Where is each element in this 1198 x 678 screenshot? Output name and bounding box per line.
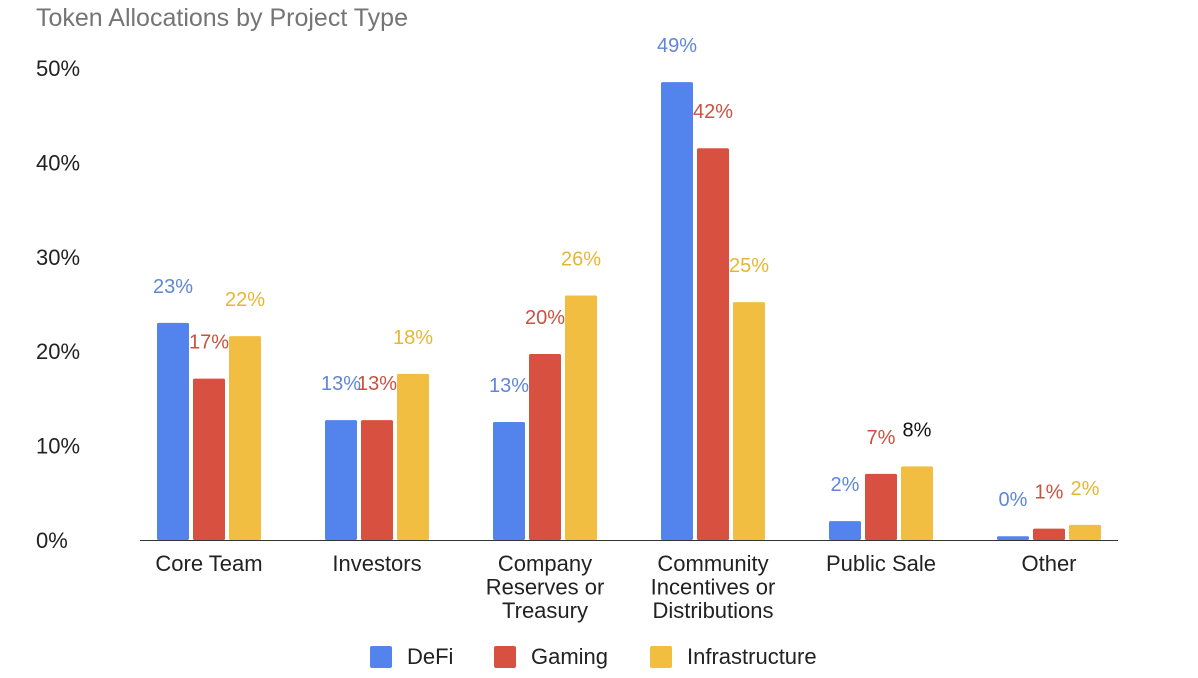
data-label: 17% <box>189 332 229 354</box>
x-tick-label: Distributions <box>652 598 773 623</box>
legend-item-gaming[interactable]: Gaming <box>494 644 608 670</box>
data-label: 22% <box>225 289 265 311</box>
x-tick-label: Community <box>657 551 768 576</box>
y-tick-label: 10% <box>36 434 80 459</box>
x-tick-label: Reserves or <box>486 575 605 600</box>
bar-gaming[interactable] <box>193 378 225 540</box>
y-tick-label: 30% <box>36 245 80 270</box>
bar-defi[interactable] <box>997 536 1029 540</box>
data-label: 13% <box>321 373 361 395</box>
legend-item-defi[interactable]: DeFi <box>370 644 453 670</box>
data-label: 13% <box>357 373 397 395</box>
chart-legend: DeFi Gaming Infrastructure <box>0 644 1198 676</box>
bar-defi[interactable] <box>493 422 525 540</box>
bar-gaming[interactable] <box>697 148 729 541</box>
data-label: 7% <box>867 427 896 449</box>
data-label: 13% <box>489 375 529 397</box>
x-tick-label: Treasury <box>502 598 588 623</box>
x-tick-label: Core Team <box>155 551 262 576</box>
data-label: 23% <box>153 276 193 298</box>
data-label: 25% <box>729 255 769 277</box>
y-tick-label: 50% <box>36 56 80 81</box>
legend-item-infrastructure[interactable]: Infrastructure <box>650 644 817 670</box>
x-tick-label: Other <box>1021 551 1076 576</box>
data-label: 2% <box>1071 478 1100 500</box>
data-label: 49% <box>657 35 697 57</box>
bar-gaming[interactable] <box>529 354 561 540</box>
bar-infrastructure[interactable] <box>901 466 933 540</box>
data-label: 18% <box>393 327 433 349</box>
y-tick-label: 0% <box>36 528 68 553</box>
data-label: 8% <box>903 419 932 441</box>
bar-infrastructure[interactable] <box>733 302 765 540</box>
chart-title: Token Allocations by Project Type <box>36 4 408 32</box>
bar-gaming[interactable] <box>1033 528 1065 540</box>
legend-swatch-gaming <box>494 646 516 668</box>
data-label: 26% <box>561 249 601 271</box>
bar-infrastructure[interactable] <box>565 295 597 540</box>
legend-label-defi: DeFi <box>407 644 454 669</box>
y-tick-label: 40% <box>36 150 80 175</box>
y-tick-label: 20% <box>36 339 80 364</box>
legend-swatch-defi <box>370 646 392 668</box>
bar-infrastructure[interactable] <box>1069 524 1101 540</box>
bar-infrastructure[interactable] <box>397 373 429 540</box>
bar-chart: 0%10%20%30%40%50%23%13% 13%49%2%0%17%13%2… <box>36 35 1118 623</box>
x-tick-label: Investors <box>332 551 421 576</box>
legend-swatch-infrastructure <box>650 646 672 668</box>
data-label: 42% <box>693 101 733 123</box>
bar-defi[interactable] <box>157 322 189 540</box>
x-tick-label: Incentives or <box>651 575 776 600</box>
bar-defi[interactable] <box>325 420 357 540</box>
bar-defi[interactable] <box>661 82 693 540</box>
x-tick-label: Company <box>498 551 592 576</box>
legend-label-gaming: Gaming <box>531 644 609 669</box>
data-label: 20% <box>525 307 565 329</box>
data-label: 2% <box>831 474 860 496</box>
data-label: 1% <box>1035 482 1064 504</box>
bar-defi[interactable] <box>829 521 861 540</box>
x-tick-label: Public Sale <box>826 551 936 576</box>
data-label: 0% <box>999 489 1028 511</box>
legend-label-infrastructure: Infrastructure <box>687 644 817 669</box>
bar-gaming[interactable] <box>361 420 393 540</box>
bar-gaming[interactable] <box>865 473 897 540</box>
bar-infrastructure[interactable] <box>229 336 261 540</box>
